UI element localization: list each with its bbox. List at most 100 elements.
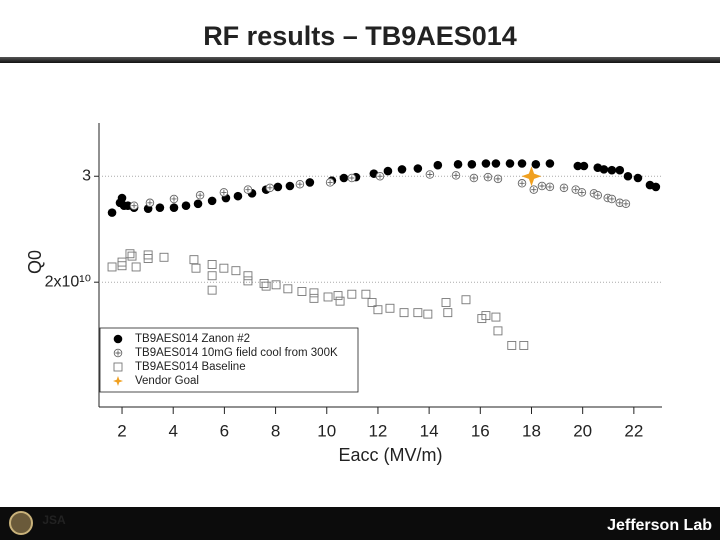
- marker-part: [441, 298, 451, 308]
- marker-part: [423, 309, 433, 319]
- marker: [219, 263, 229, 273]
- marker-part: [323, 292, 333, 302]
- marker: [537, 181, 547, 191]
- marker: [145, 198, 155, 208]
- marker: [521, 166, 542, 187]
- marker-part: [461, 295, 471, 305]
- marker-part: [155, 203, 165, 212]
- marker: [573, 161, 583, 171]
- marker: [577, 188, 587, 197]
- marker-part: [373, 305, 383, 315]
- marker: [491, 312, 501, 322]
- marker: [425, 170, 435, 179]
- marker-part: [517, 159, 527, 168]
- marker: [219, 188, 229, 197]
- marker-part: [181, 201, 191, 211]
- x-axis-label: Eacc (MV/m): [338, 445, 442, 465]
- marker: [131, 262, 141, 272]
- marker-part: [651, 182, 661, 192]
- marker: [469, 173, 479, 183]
- legend-marker: [113, 334, 123, 344]
- marker: [195, 190, 205, 200]
- marker: [361, 289, 371, 299]
- marker: [305, 178, 315, 187]
- legend-label: Vendor Goal: [135, 375, 199, 387]
- marker-part: [127, 251, 137, 261]
- marker-part: [481, 311, 491, 321]
- marker-part: [349, 175, 355, 181]
- marker-part: [243, 276, 253, 286]
- marker: [397, 165, 407, 174]
- marker-part: [493, 326, 503, 336]
- marker-part: [113, 362, 123, 372]
- marker-part: [189, 255, 199, 265]
- marker-part: [221, 189, 227, 196]
- marker: [117, 257, 127, 267]
- marker: [491, 159, 501, 168]
- legend-marker: [113, 362, 123, 372]
- marker: [231, 266, 241, 276]
- marker: [373, 305, 383, 315]
- marker-part: [485, 174, 491, 180]
- marker-part: [193, 199, 203, 209]
- marker-part: [505, 159, 515, 168]
- marker-part: [495, 176, 501, 182]
- marker-part: [377, 173, 383, 179]
- marker: [505, 159, 515, 168]
- marker: [107, 208, 117, 217]
- marker-part: [347, 289, 357, 299]
- marker-part: [171, 196, 177, 202]
- marker-part: [595, 192, 601, 198]
- marker-part: [113, 376, 123, 386]
- marker: [615, 165, 625, 175]
- marker-part: [335, 296, 345, 306]
- marker: [259, 279, 269, 288]
- marker-part: [607, 165, 617, 175]
- marker-part: [471, 175, 477, 181]
- marker: [339, 173, 349, 183]
- marker-part: [623, 201, 629, 207]
- marker: [517, 159, 527, 168]
- marker-part: [433, 160, 443, 170]
- marker-part: [117, 257, 127, 267]
- marker: [265, 183, 275, 193]
- marker: [493, 326, 503, 336]
- marker-part: [197, 192, 203, 198]
- marker-part: [399, 308, 409, 318]
- marker: [169, 194, 179, 204]
- marker-part: [233, 191, 243, 201]
- marker: [159, 252, 169, 262]
- marker-part: [219, 263, 229, 273]
- legend-marker: [113, 348, 123, 358]
- marker: [559, 183, 569, 193]
- marker: [529, 185, 539, 194]
- marker: [621, 199, 631, 209]
- marker: [517, 179, 527, 188]
- marker: [283, 284, 293, 294]
- marker: [207, 285, 217, 295]
- title-area: [0, 0, 720, 58]
- y-tick-label: 2x10¹⁰: [45, 273, 91, 290]
- marker: [375, 171, 385, 181]
- marker: [243, 185, 253, 194]
- marker: [107, 262, 117, 272]
- marker-part: [131, 262, 141, 272]
- marker: [623, 171, 633, 181]
- marker: [243, 271, 253, 281]
- marker-part: [261, 281, 271, 291]
- marker-part: [427, 171, 433, 178]
- marker-part: [339, 173, 349, 183]
- marker-part: [327, 179, 333, 186]
- marker: [207, 196, 217, 206]
- marker: [309, 293, 319, 303]
- marker: [443, 308, 453, 318]
- marker-part: [599, 165, 609, 174]
- x-tick-label: 22: [624, 421, 643, 440]
- title-rule: [0, 57, 720, 63]
- marker: [453, 160, 463, 169]
- marker-part: [117, 193, 127, 203]
- marker-part: [617, 200, 623, 206]
- marker: [125, 249, 135, 259]
- x-tick-label: 10: [317, 421, 336, 440]
- x-tick-label: 20: [573, 421, 592, 440]
